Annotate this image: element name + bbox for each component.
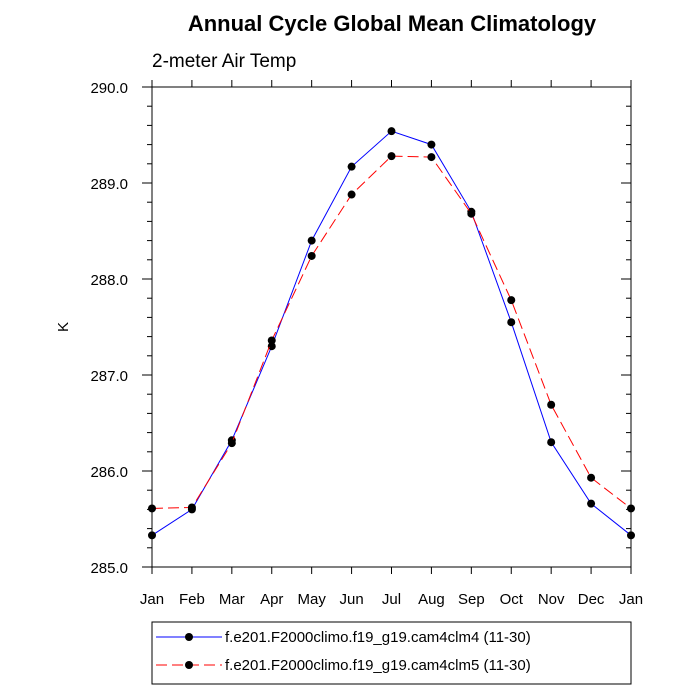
chart-title: Annual Cycle Global Mean Climatology — [188, 11, 597, 36]
series-1-point — [547, 438, 556, 447]
y-tick-label: 289.0 — [90, 176, 128, 193]
legend-marker-2 — [185, 661, 193, 669]
series-line-1 — [151, 130, 632, 536]
series-1-point — [307, 236, 316, 245]
x-tick-label: Dec — [578, 591, 605, 608]
legend-items: f.e201.F2000climo.f19_g19.cam4clm4 (11-3… — [156, 629, 531, 674]
series-2-point — [187, 503, 196, 512]
series-2-point — [148, 504, 156, 513]
series-1-point — [507, 318, 516, 327]
axis-ticks — [142, 80, 632, 574]
series-2-point — [507, 296, 516, 305]
x-tick-label: Mar — [219, 591, 245, 608]
series-2-point — [227, 439, 236, 448]
x-tick-label: Jul — [382, 591, 401, 608]
series-2-point — [387, 152, 396, 161]
series-layer — [148, 127, 635, 540]
series-2-point — [307, 251, 316, 260]
tick-labels: Jan Feb Mar Apr May Jun Jul Aug Sep Oct Nov Dec Jan 2… — [90, 80, 643, 608]
series-1-point — [587, 499, 596, 508]
legend-marker-1 — [185, 633, 193, 641]
x-tick-label: Feb — [179, 591, 205, 608]
series-1-point — [387, 127, 396, 136]
series-2-point — [547, 400, 556, 409]
series-1-point — [627, 531, 635, 540]
x-tick-label: May — [297, 591, 326, 608]
x-tick-label: Nov — [538, 591, 565, 608]
y-tick-label: 286.0 — [90, 464, 128, 481]
chart-subtitle: 2-meter Air Temp — [152, 51, 296, 72]
series-1-point — [347, 162, 356, 171]
x-tick-label: Jan — [140, 591, 164, 608]
x-tick-label: Jun — [339, 591, 363, 608]
x-tick-label: Apr — [260, 591, 283, 608]
series-1-point — [267, 342, 276, 351]
series-2-point — [627, 504, 635, 513]
x-tick-label: Aug — [418, 591, 445, 608]
y-tick-label: 290.0 — [90, 80, 128, 97]
x-tick-label: Sep — [458, 591, 485, 608]
legend-box — [151, 621, 632, 685]
series-1-point — [148, 531, 156, 540]
series-line-2 — [151, 155, 632, 509]
series-2-point — [427, 153, 436, 162]
legend-label-1: f.e201.F2000climo.f19_g19.cam4clm4 (11-3… — [225, 629, 531, 646]
x-tick-label: Jan — [619, 591, 643, 608]
legend: f.e201.F2000climo.f19_g19.cam4clm4 (11-3… — [151, 621, 632, 685]
y-axis-label: K — [55, 322, 72, 332]
series-2-point — [467, 209, 476, 218]
series-2-point — [347, 190, 356, 199]
legend-label-2: f.e201.F2000climo.f19_g19.cam4clm5 (11-3… — [225, 657, 531, 674]
series-1-point — [427, 140, 436, 149]
series-2-point — [267, 336, 276, 345]
series-2-point — [587, 473, 596, 482]
y-tick-label: 288.0 — [90, 272, 128, 289]
y-tick-label: 285.0 — [90, 560, 128, 577]
y-tick-label: 287.0 — [90, 368, 128, 385]
x-tick-label: Oct — [500, 591, 524, 608]
